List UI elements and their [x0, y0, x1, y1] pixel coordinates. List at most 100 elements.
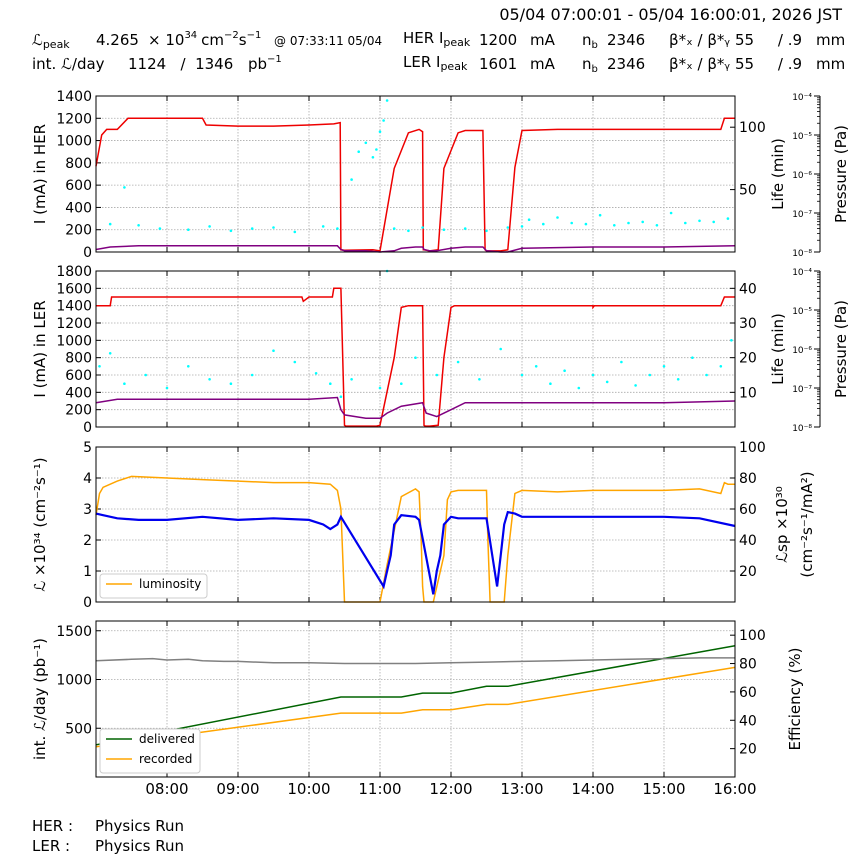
y-tick-label: 1600 [56, 281, 92, 297]
y-right-tick-label: 20 [739, 742, 757, 758]
pressure-tick-label: 10⁻⁴ [792, 93, 812, 103]
pressure-point [627, 221, 630, 225]
svg-text:pb−1: pb−1 [248, 54, 282, 73]
pressure-tick-label: 10⁻⁷ [792, 385, 812, 395]
pressure-point [321, 225, 325, 228]
pressure-point [527, 218, 531, 221]
her-sub: peak [443, 36, 470, 49]
y-axis-label: I (mA) in HER [31, 124, 49, 224]
y-tick-label: 400 [65, 385, 92, 401]
beta-label-ler: β*ₓ / β*ᵧ [669, 55, 730, 73]
legend-box [99, 573, 208, 599]
pressure-point [108, 222, 112, 226]
y-tick-label: 500 [65, 721, 92, 737]
her-status-label: HER : [32, 817, 73, 835]
legend-label-recorded: recorded [139, 752, 192, 766]
pressure-tick-label: 10⁻⁶ [792, 171, 812, 181]
x-tick-label: 11:00 [358, 780, 401, 798]
y-tick-label: 800 [65, 156, 92, 172]
y-right-tick-label: 20 [739, 351, 757, 367]
pressure-tick-label: 10⁻⁸ [792, 249, 812, 259]
y-tick-label: 3 [83, 502, 92, 518]
pressure-point [187, 365, 190, 368]
y-tick-label: 0 [83, 595, 92, 611]
pressure-point [620, 360, 623, 364]
pressure-point [382, 119, 385, 122]
pressure-point [542, 222, 545, 226]
y-tick-label: 1500 [56, 624, 92, 640]
pressure-point [385, 99, 389, 102]
pressure-point [485, 229, 488, 233]
y-right-axis-label: Life (min) [769, 138, 787, 210]
y-right-tick-label: 100 [739, 628, 766, 644]
y-tick-label: 1000 [56, 673, 92, 689]
y-right-axis-label: Life (min) [769, 313, 787, 385]
beta-her-value: 55 / .9 [735, 31, 802, 49]
pressure-tick-label: 10⁻⁴ [792, 268, 812, 278]
y-tick-label: 1200 [56, 111, 92, 127]
x-tick-label: 13:00 [500, 780, 543, 798]
pressure-point [187, 228, 190, 231]
ler-ipeak-value: 1601 [479, 55, 517, 73]
pressure-point [137, 224, 140, 227]
pressure-point [570, 221, 573, 225]
pressure-point [208, 378, 211, 381]
x-tick-label: 09:00 [216, 780, 259, 798]
y-tick-label: 0 [83, 420, 92, 436]
lpeak-exp: 34 [184, 30, 197, 41]
recorded-line [95, 666, 736, 748]
pressure-point [641, 220, 644, 224]
y-tick-label: 4 [83, 471, 92, 487]
beta-unit-ler: mm [816, 55, 845, 73]
y-tick-label: 0 [83, 245, 92, 261]
y-right-tick-label: 40 [739, 533, 757, 549]
y-right-tick-label: 30 [739, 316, 757, 332]
y-right-tick-label: 10 [739, 385, 757, 401]
nb-sub-ler: b [592, 64, 598, 75]
pressure-point [208, 225, 211, 228]
nb-ler-value: 2346 [607, 55, 645, 73]
pressure-point [669, 211, 673, 215]
pressure-point [339, 395, 343, 399]
y-tick-label: 1400 [56, 89, 92, 105]
x-tick-label: 14:00 [571, 780, 614, 798]
nb-label-ler: n [582, 55, 592, 73]
current-line [96, 287, 735, 427]
pressure-tick-label: 10⁻⁷ [792, 210, 812, 220]
pressure-point [584, 222, 588, 226]
pressure-axis: 10⁻⁸ 10⁻⁷ 10⁻⁶ 10⁻⁵ 10⁻⁴ [792, 268, 821, 434]
pressure-point [144, 373, 147, 377]
pressure-point [350, 378, 353, 381]
plot-frame [95, 446, 736, 603]
pressure-point [250, 373, 254, 377]
pressure-point [108, 352, 112, 355]
efficiency-line [95, 657, 735, 665]
life-line [95, 245, 736, 253]
y-axis-label: int. ℒ/day (pb⁻¹) [31, 638, 49, 760]
pressure-point [676, 378, 680, 381]
y-right-tick-label: 40 [739, 713, 757, 729]
y-right-tick-label: 60 [739, 685, 757, 701]
pressure-point [520, 225, 524, 228]
y-right-tick-label: 100 [739, 440, 766, 456]
pressure-point [158, 227, 162, 230]
header: 05/04 07:00:01 - 05/04 16:00:01, 2026 JS… [32, 5, 845, 75]
y-right-tick-label: 80 [739, 471, 757, 487]
x-tick-label: 12:00 [429, 780, 472, 798]
svg-text:ℒpeak: ℒpeak [32, 31, 70, 51]
y-tick-label: 1000 [56, 333, 92, 349]
pressure-point [712, 220, 715, 224]
pressure-point [577, 386, 581, 390]
pressure-point [499, 347, 503, 351]
pressure-point [730, 339, 733, 342]
y-right-tick-label: 20 [739, 564, 757, 580]
lpeak-unit-pre: × 10 [148, 31, 184, 49]
pressure-point [357, 150, 361, 153]
beta-label-her: β*ₓ / β*ᵧ [669, 31, 730, 49]
plot-frame [95, 620, 736, 778]
y-right-axis-label: ℒsp ×10³⁰ [773, 486, 791, 563]
y-axis-label: I (mA) in LER [31, 300, 49, 397]
